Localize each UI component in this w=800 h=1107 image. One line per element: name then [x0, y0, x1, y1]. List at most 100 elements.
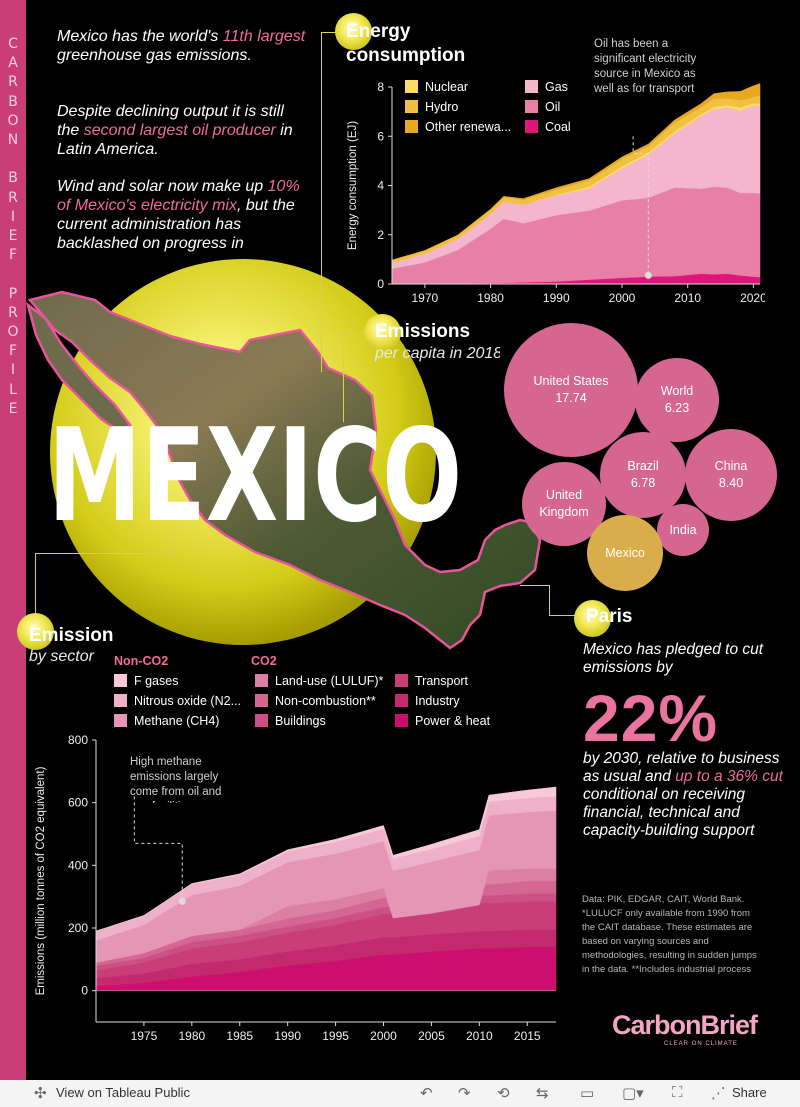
- sidebar-letter: C: [8, 36, 18, 52]
- energy-legend-item[interactable]: Gas: [525, 80, 568, 94]
- pause-icon[interactable]: ▭: [580, 1085, 595, 1102]
- legend-label: Land-use (LULUF)*: [275, 674, 384, 688]
- annotation-pointer: [632, 136, 649, 276]
- bubble-united-states[interactable]: United States 17.74: [504, 323, 638, 457]
- legend-swatch: [395, 674, 408, 687]
- carbonbrief-logo[interactable]: CarbonBrief: [612, 1010, 758, 1040]
- energy-legend-item[interactable]: Oil: [525, 100, 560, 114]
- y-tick-label: 2: [377, 228, 384, 242]
- intro-text: in Latin America.: [57, 122, 293, 158]
- sector-legend-item[interactable]: Transport: [395, 674, 468, 688]
- legend-swatch: [405, 80, 418, 93]
- legend-label: Oil: [545, 100, 561, 114]
- energy-title: Energy: [346, 21, 411, 42]
- sector-legend-item[interactable]: Non-combustion**: [255, 694, 376, 708]
- intro-text: Wind and solar now make up: [57, 178, 268, 195]
- download-icon[interactable]: ▢▾: [622, 1085, 644, 1102]
- legend-swatch: [395, 714, 408, 727]
- bubble-mexico[interactable]: Mexico: [587, 515, 663, 591]
- sector-annotation: High methane emissions largely come from…: [130, 756, 222, 803]
- sector-chart: 0 200 400 600 800 1975 1980 1985 1990 1995 2000 200…: [35, 735, 557, 1043]
- y-tick-label: 800: [68, 735, 88, 747]
- fullscreen-icon[interactable]: ⛶: [672, 1084, 683, 1101]
- sector-leader-line-h: [35, 553, 173, 554]
- intro-text: Mexico has the world's: [57, 28, 223, 45]
- energy-title-2: consumption: [346, 45, 466, 66]
- legend-label: Nitrous oxide (N2...: [134, 694, 241, 708]
- energy-legend-item[interactable]: Hydro: [405, 100, 458, 114]
- energy-chart: 0 2 4 6 8 1970 1980 1990 2000 2010 2020 Energy cons…: [347, 80, 765, 305]
- intro-paragraph-1: Mexico has the world's 11th largest gree…: [57, 27, 307, 65]
- bubble-world[interactable]: World 6.23: [635, 358, 719, 442]
- sidebar-letter: B: [8, 170, 18, 187]
- legend-label: Gas: [545, 80, 568, 94]
- sector-legend-item[interactable]: Power & heat: [395, 714, 490, 728]
- sector-legend-item[interactable]: Industry: [395, 694, 459, 708]
- view-on-tableau-link[interactable]: View on Tableau Public: [56, 1085, 190, 1100]
- bubble-label: United Kingdom: [539, 488, 589, 519]
- paris-marker-dot: [574, 600, 611, 637]
- legend-head-co2: CO2: [251, 654, 277, 668]
- energy-legend-item[interactable]: Coal: [525, 120, 571, 134]
- sector-annotation-clip: High methane emissions largely come from…: [130, 755, 240, 803]
- emissions-subtitle: per capita in 2018: [375, 345, 500, 362]
- legend-swatch: [114, 694, 127, 707]
- emissions-marker-dot: [364, 314, 401, 351]
- legend-swatch: [255, 694, 268, 707]
- energy-annotation-clip: Oil has been a significant electricity s…: [594, 37, 714, 99]
- y-axis-label: Energy consumption (EJ): [347, 121, 359, 250]
- area-series[interactable]: [391, 83, 761, 261]
- sector-legend-item[interactable]: F gases: [114, 674, 178, 688]
- mexico-map: [27, 290, 542, 650]
- area-series[interactable]: [95, 786, 557, 932]
- intro-highlight: 11th largest: [222, 28, 306, 45]
- sector-legend-item[interactable]: Land-use (LULUF)*: [255, 674, 383, 688]
- intro-highlight: 10% of Mexico's electricity mix: [57, 178, 300, 214]
- x-tick-label: 1970: [412, 291, 439, 305]
- y-tick-label: 400: [68, 858, 88, 872]
- legend-swatch: [395, 694, 408, 707]
- x-tick-label: 2000: [609, 291, 636, 305]
- logo-tagline: CLEAR ON CLIMATE: [664, 1041, 738, 1047]
- share-button[interactable]: Share: [732, 1085, 767, 1100]
- intro-highlight: second largest oil producer: [83, 122, 276, 139]
- energy-marker-dot: [335, 13, 372, 50]
- emissions-subtitle-clip: per capita in 2018: [375, 345, 500, 367]
- bubble-brazil[interactable]: Brazil 6.78: [600, 432, 686, 518]
- annotation-dot: [178, 897, 186, 905]
- sidebar-letter: I: [10, 208, 16, 225]
- country-title: MEXICO: [48, 402, 462, 551]
- sidebar-letter: F: [8, 343, 18, 360]
- sidebar-letter: A: [8, 55, 18, 72]
- sidebar-letter: E: [8, 228, 18, 244]
- y-tick-label: 8: [377, 80, 384, 94]
- undo-icon[interactable]: ↶: [420, 1085, 433, 1102]
- paris-body-highlight: up to a 36% cut: [675, 768, 783, 785]
- x-tick-label: 2010: [674, 291, 701, 305]
- bubble-china[interactable]: China 8.40: [685, 429, 777, 521]
- redo-icon[interactable]: ↷: [458, 1085, 471, 1102]
- intro-text: Despite declining output it is still the: [57, 103, 284, 139]
- legend-swatch: [525, 120, 538, 133]
- sector-legend-item[interactable]: Methane (CH4): [114, 714, 219, 728]
- energy-legend-item[interactable]: Nuclear: [405, 80, 468, 94]
- legend-swatch: [525, 100, 538, 113]
- refresh-icon[interactable]: ⇆: [536, 1085, 549, 1102]
- legend-swatch: [114, 674, 127, 687]
- sidebar-letter: L: [9, 381, 17, 398]
- bubble-label: World: [660, 384, 694, 398]
- sidebar-letter: O: [7, 324, 19, 340]
- sector-leader-line: [35, 553, 36, 615]
- paris-leader-line: [520, 585, 550, 586]
- sidebar-letter: R: [8, 74, 18, 91]
- revert-icon[interactable]: ⟲: [497, 1085, 510, 1102]
- paris-leader-line-h: [549, 615, 575, 616]
- energy-legend-item[interactable]: Other renewa...: [405, 120, 511, 134]
- sidebar-letter: R: [8, 304, 18, 321]
- sector-legend-item[interactable]: Nitrous oxide (N2...: [114, 694, 241, 708]
- source-note: Data: PIK, EDGAR, CAIT, World Bank. *LUL…: [582, 894, 757, 975]
- legend-swatch: [405, 100, 418, 113]
- sector-legend-item[interactable]: Buildings: [255, 714, 326, 728]
- bubble-value: 17.74: [555, 391, 587, 405]
- bubble-india[interactable]: India: [657, 504, 709, 556]
